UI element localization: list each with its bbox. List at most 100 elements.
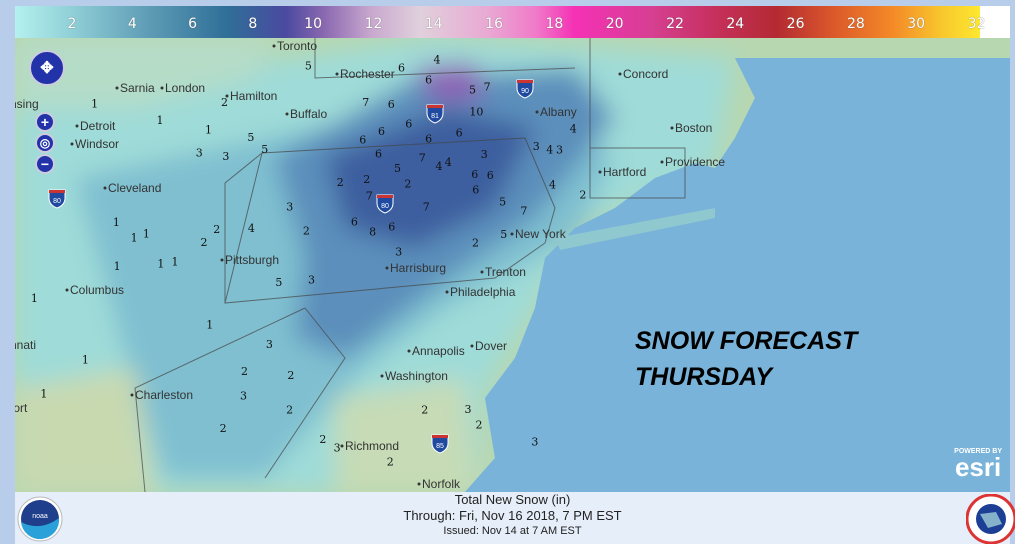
city-dot (480, 270, 484, 274)
legend-tick: 18 (545, 16, 564, 32)
snow-amount-label: 2 (472, 237, 479, 250)
city-label: New York (515, 227, 567, 241)
legend-tick: 6 (188, 16, 198, 32)
city-dot (618, 72, 622, 76)
city-label: Detroit (80, 119, 116, 133)
svg-text:81: 81 (431, 113, 439, 120)
snow-color-legend: 2 4 6 8 10 12 14 16 18 20 22 24 26 28 30 32 (15, 6, 1010, 38)
footer-through: Through: Fri, Nov 16 2018, 7 PM EST (403, 508, 622, 523)
snow-amount-label: 1 (31, 292, 38, 305)
legend-tick: 22 (666, 16, 684, 32)
city-label: Charleston (135, 388, 193, 402)
snow-amount-label: 6 (487, 169, 494, 182)
snow-amount-label: 2 (579, 189, 586, 202)
snow-amount-label: 2 (319, 433, 326, 446)
city-label: Harrisburg (390, 261, 446, 275)
interstate-shield-icon: 80 (48, 189, 66, 209)
interstate-shield-icon: 81 (426, 104, 444, 124)
snow-amount-label: 3 (308, 274, 315, 287)
legend-gradient (15, 6, 980, 38)
city-label: Boston (675, 121, 712, 135)
snow-amount-label: 1 (157, 114, 164, 127)
city-dot (103, 186, 107, 190)
snow-amount-label: 3 (196, 147, 203, 160)
overlay-line-1: SNOW FORECAST (635, 327, 858, 355)
city-label: Cleveland (108, 181, 161, 195)
snow-amount-label: 1 (114, 260, 121, 273)
snow-amount-label: 6 (472, 183, 479, 196)
city-dot (470, 344, 474, 348)
snow-amount-label: 6 (425, 133, 432, 146)
footer-issued: Issued: Nov 14 at 7 AM EST (443, 525, 582, 537)
globe-button[interactable]: ◎ (35, 133, 55, 153)
snow-amount-label: 7 (423, 201, 430, 214)
legend-tick: 10 (304, 16, 323, 32)
snow-amount-label: 5 (247, 131, 254, 144)
svg-text:80: 80 (381, 203, 389, 210)
city-dot (407, 349, 411, 353)
pan-arrows-icon: ✥ (40, 60, 54, 77)
snow-amount-label: 7 (484, 80, 491, 93)
legend-tick: 2 (67, 16, 77, 32)
zoom-out-button[interactable]: − (35, 154, 55, 174)
snow-amount-label: 1 (91, 97, 98, 110)
snow-amount-label: 6 (425, 73, 432, 86)
city-dot (65, 288, 69, 292)
snow-amount-label: 7 (366, 189, 373, 202)
city-label: Hamilton (230, 89, 277, 103)
snow-amount-label: 4 (546, 144, 553, 157)
snow-amount-label: 2 (303, 225, 310, 238)
snow-amount-label: 3 (222, 150, 229, 163)
snow-amount-label: 3 (334, 442, 341, 455)
snow-amount-label: 1 (40, 388, 47, 401)
snow-amount-label: 1 (206, 319, 213, 332)
legend-tick: 20 (605, 16, 624, 32)
city-label: nnati (15, 338, 36, 352)
interstate-shield-icon: 90 (516, 79, 534, 99)
city-dot (510, 232, 514, 236)
city-label: Columbus (70, 283, 124, 297)
snow-amount-label: 7 (520, 204, 527, 217)
snow-amount-label: 6 (351, 216, 358, 229)
city-dot (220, 258, 224, 262)
city-label: Philadelphia (450, 285, 516, 299)
city-dot (160, 86, 164, 90)
snow-amount-label: 6 (359, 134, 366, 147)
snow-amount-label: 6 (388, 98, 395, 111)
snow-amount-label: 2 (213, 223, 220, 236)
snow-amount-label: 1 (113, 216, 120, 229)
snow-amount-label: 1 (172, 255, 179, 268)
snow-amount-label: 2 (387, 456, 394, 469)
snow-amount-label: 6 (375, 148, 382, 161)
city-label: Providence (665, 155, 725, 169)
pan-control[interactable]: ✥ (29, 50, 65, 86)
snow-amount-label: 2 (476, 418, 483, 431)
city-label: Concord (623, 67, 668, 81)
city-label: Pittsburgh (225, 253, 279, 267)
plus-icon: + (40, 114, 50, 130)
city-label: fort (15, 401, 28, 415)
snow-amount-label: 1 (143, 228, 150, 241)
snow-amount-label: 2 (363, 173, 370, 186)
snow-amount-label: 6 (378, 125, 385, 138)
city-label: Albany (540, 105, 577, 119)
city-label: London (165, 81, 205, 95)
snow-amount-label: 6 (388, 221, 395, 234)
snow-amount-label: 7 (362, 96, 369, 109)
snow-amount-label: 5 (261, 143, 268, 156)
legend-tick: 14 (424, 16, 443, 32)
snow-amount-label: 3 (556, 143, 563, 156)
zoom-in-button[interactable]: + (35, 112, 55, 132)
globe-icon: ◎ (39, 136, 51, 150)
snow-amount-label: 2 (286, 404, 293, 417)
legend-end (980, 6, 1010, 38)
snow-amount-label: 5 (500, 228, 507, 241)
city-label: Windsor (75, 137, 119, 151)
legend-tick: 4 (127, 16, 137, 32)
city-dot (335, 72, 339, 76)
svg-text:80: 80 (53, 198, 61, 205)
city-label: Norfolk (422, 477, 461, 491)
